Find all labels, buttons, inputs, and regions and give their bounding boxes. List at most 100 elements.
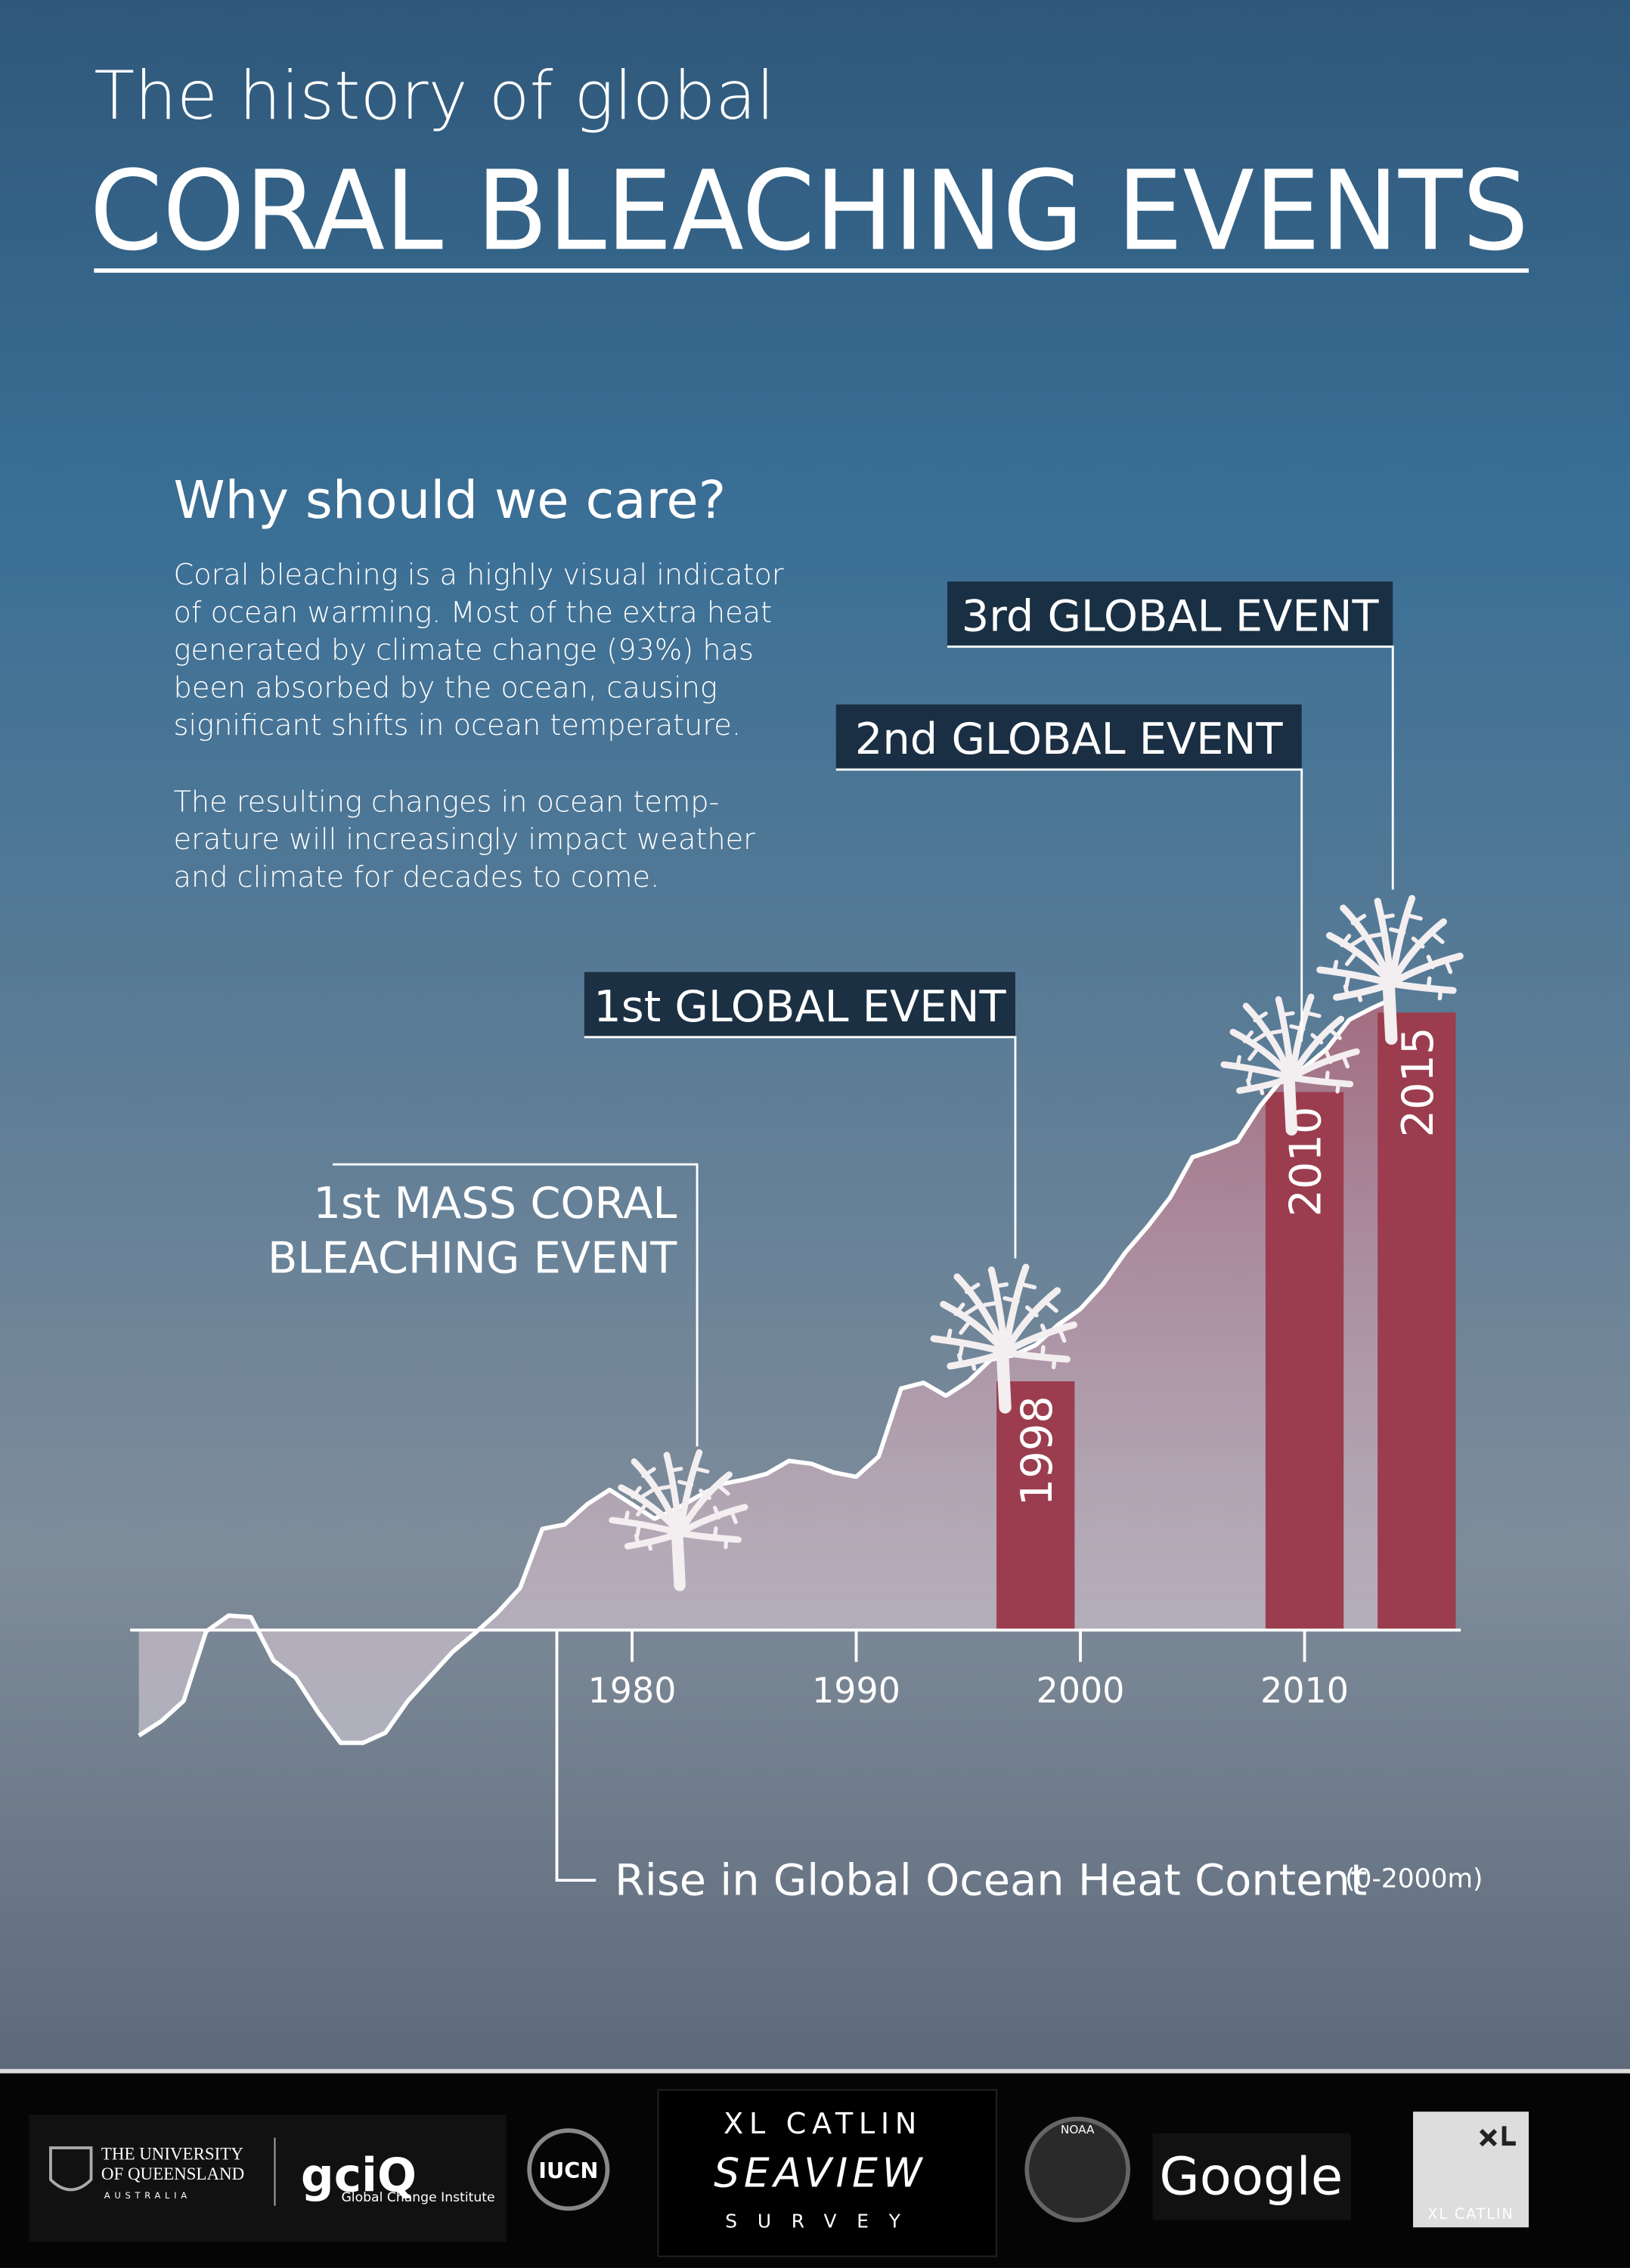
seaview-box	[657, 2089, 998, 2257]
coral-branch	[676, 1529, 742, 1543]
coral-branch	[930, 1335, 1009, 1356]
title-line2: CORAL BLEACHING EVENTS	[90, 147, 1529, 275]
coral-trunk	[1283, 1071, 1298, 1136]
coral-twig	[1246, 1078, 1265, 1095]
coral-icon	[930, 1263, 1077, 1414]
uq-crest	[49, 2146, 93, 2192]
coral-twig	[640, 1467, 656, 1499]
callout-line	[835, 768, 1303, 1042]
callout-box	[947, 581, 1393, 647]
coral-branch	[1002, 1349, 1071, 1363]
coral-twig	[1411, 931, 1445, 949]
coral-branch	[1387, 894, 1416, 987]
intro-line: of ocean warming. Most of the extra heat	[174, 596, 772, 630]
coral-icon	[1220, 993, 1360, 1136]
iucn-ring	[527, 2128, 610, 2211]
coral-twig	[1040, 1323, 1067, 1343]
noaa-text: NOAA	[1061, 2123, 1095, 2136]
coral-twig	[1343, 984, 1363, 1002]
intro-line: Coral bleaching is a highly visual indic…	[174, 558, 784, 592]
intro-line: erature will increasingly impact weather	[174, 823, 756, 857]
survey-text: SURVEY	[725, 2210, 920, 2232]
coral-branch	[1220, 1061, 1295, 1081]
coral-branch	[1002, 1287, 1061, 1356]
google-box	[1152, 2133, 1351, 2220]
coral-twig	[956, 1352, 977, 1371]
annotation: 1st MASS CORAL	[313, 1178, 677, 1228]
coral-twig	[1235, 1055, 1253, 1083]
xl-text: XL CATLIN	[724, 2107, 922, 2141]
intro-line: The resulting changes in ocean temp-	[174, 785, 720, 819]
coral-twig	[1002, 1282, 1037, 1303]
coral-twig	[634, 1533, 652, 1551]
coral-branch	[676, 1504, 748, 1537]
coral-branch	[624, 1529, 683, 1550]
coral-branch	[1288, 1015, 1345, 1081]
x-label-connector	[555, 1630, 597, 1882]
coral-twig	[658, 1467, 683, 1491]
coral-branch	[1316, 966, 1395, 987]
coral-twig	[1242, 1030, 1259, 1061]
x-tick-label: 2000	[1037, 1670, 1125, 1711]
coral-twig	[677, 1467, 710, 1487]
coral-twig	[982, 1282, 1009, 1307]
uq-text: AUSTRALIA	[104, 2190, 191, 2201]
coral-icon	[609, 1448, 748, 1591]
event-bar	[996, 1381, 1075, 1631]
coral-twig	[713, 1505, 738, 1524]
coral-twig	[1426, 976, 1443, 1001]
coral-twig	[946, 1328, 965, 1357]
coral-twig	[1325, 1050, 1350, 1069]
coral-twig	[1025, 1300, 1058, 1318]
xl-mark	[1479, 2126, 1516, 2147]
coral-twig	[1040, 1345, 1057, 1370]
event-bar	[1265, 1092, 1344, 1631]
coral-trunk	[996, 1346, 1012, 1414]
annotation: BLEACHING EVENT	[268, 1233, 677, 1284]
coral-branch	[1387, 918, 1447, 987]
coral-branch	[1002, 1263, 1030, 1356]
coral-twig	[1389, 913, 1423, 935]
coral-twig	[1251, 1012, 1268, 1044]
gciq-logo: gciQ	[301, 2149, 417, 2202]
xl-box	[1413, 2112, 1529, 2228]
annotation: 1st GLOBAL EVENT	[593, 981, 1006, 1032]
coral-twig	[1340, 934, 1357, 966]
coral-branch	[1288, 1048, 1360, 1081]
event-year: 1998	[1012, 1396, 1062, 1506]
logo-box	[29, 2115, 507, 2242]
coral-trunk	[1382, 977, 1398, 1045]
coral-twig	[1269, 1011, 1295, 1035]
event-year: 2015	[1393, 1027, 1443, 1137]
intro-text: Coral bleaching is a highly visual indic…	[174, 558, 784, 894]
coral-twig	[1368, 913, 1395, 939]
coral-twig	[699, 1484, 730, 1501]
callout-box	[835, 704, 1302, 770]
uq-text: THE UNIVERSITY	[101, 2144, 243, 2163]
annotation: 2nd GLOBAL EVENT	[855, 714, 1284, 764]
x-tick-label: 1980	[588, 1670, 677, 1711]
intro-line: been absorbed by the ocean, causing	[174, 671, 717, 705]
event-bar	[1377, 1012, 1456, 1631]
coral-twig	[1310, 1028, 1342, 1045]
coral-branch	[676, 1471, 733, 1537]
coral-twig	[1426, 954, 1453, 974]
coral-twig	[1332, 959, 1351, 989]
coral-twig	[1325, 1070, 1340, 1094]
coral-twig	[713, 1526, 729, 1550]
intro-line: and climate for decades to come.	[174, 860, 660, 894]
coral-icon	[1316, 894, 1464, 1045]
callout-line	[947, 645, 1394, 890]
intro-line: significant shifts in ocean temperature.	[174, 708, 741, 742]
x-tick-label: 2010	[1260, 1670, 1349, 1711]
annotation: 3rd GLOBAL EVENT	[962, 590, 1380, 641]
coral-twig	[953, 1302, 971, 1335]
coral-branch	[947, 1349, 1009, 1370]
coral-branch	[609, 1517, 683, 1537]
footer-logos: THE UNIVERSITY OF QUEENSLAND AUSTRALIA g…	[29, 2089, 1529, 2257]
uq-text: OF QUEENSLAND	[101, 2164, 244, 2183]
noaa-logo	[1024, 2116, 1131, 2223]
coral-branch	[1387, 953, 1464, 987]
coral-twig	[962, 1282, 981, 1317]
